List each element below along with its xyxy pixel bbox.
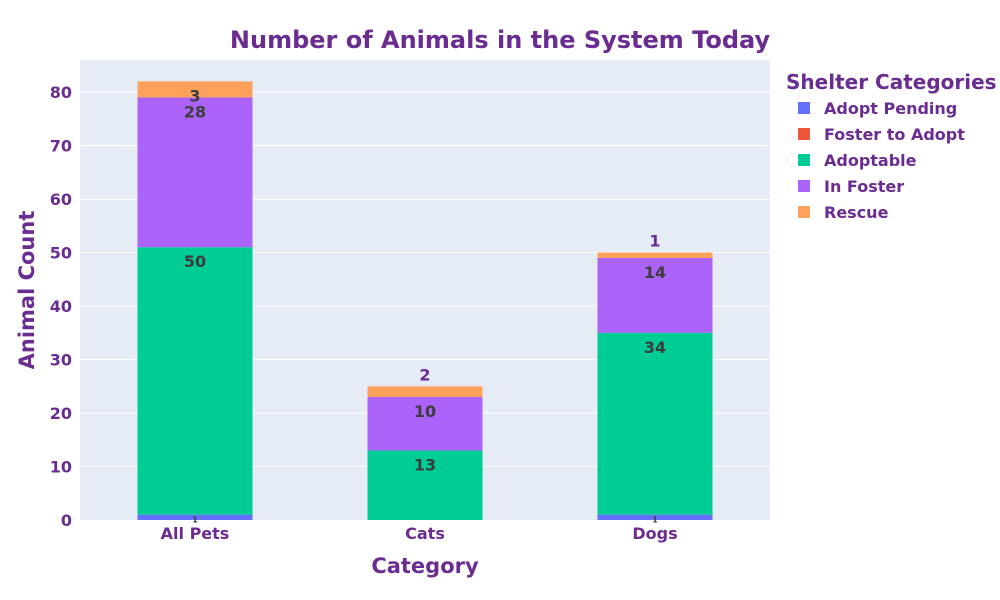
data-label: 14	[644, 263, 666, 282]
data-label: 3	[189, 86, 200, 105]
legend-item-label[interactable]: Foster to Adopt	[824, 125, 965, 144]
legend-item-label[interactable]: Adopt Pending	[824, 99, 957, 118]
data-label: 13	[414, 455, 436, 474]
legend-item-label[interactable]: Rescue	[824, 203, 889, 222]
x-tick-labels: All Pets Cats Dogs	[161, 524, 678, 543]
x-tick-label: All Pets	[161, 524, 230, 543]
legend-swatch[interactable]	[798, 206, 810, 218]
bar-segment	[597, 514, 713, 520]
legend-swatch[interactable]	[798, 102, 810, 114]
legend: Shelter Categories Adopt Pending Foster t…	[786, 70, 997, 222]
y-tick-label: 20	[50, 404, 72, 423]
data-label: 1	[649, 232, 660, 251]
bar-segment	[137, 247, 253, 515]
bar-segment	[597, 257, 713, 333]
bar-segment	[137, 514, 253, 520]
y-tick-label: 10	[50, 458, 72, 477]
y-tick-label: 0	[61, 511, 72, 530]
data-label: 1	[652, 516, 658, 525]
bars	[137, 81, 713, 520]
x-tick-label: Cats	[405, 524, 445, 543]
bar-segment	[367, 386, 483, 397]
y-tick-label: 70	[50, 137, 72, 156]
y-tick-label: 60	[50, 190, 72, 209]
bar-segment	[137, 81, 253, 98]
bar-segment	[367, 450, 483, 520]
legend-item-label[interactable]: Adoptable	[824, 151, 917, 170]
bar-segment	[597, 332, 713, 515]
x-tick-label: Dogs	[632, 524, 677, 543]
y-tick-label: 80	[50, 83, 72, 102]
bar-segment	[597, 252, 713, 258]
legend-swatch[interactable]	[798, 180, 810, 192]
data-label: 10	[414, 402, 436, 421]
data-label: 50	[184, 252, 206, 271]
legend-swatch[interactable]	[798, 128, 810, 140]
bar-segment	[137, 97, 253, 248]
x-axis-title: Category	[371, 554, 479, 578]
legend-title: Shelter Categories	[786, 70, 997, 94]
y-tick-label: 50	[50, 244, 72, 263]
y-axis-title: Animal Count	[15, 211, 39, 370]
legend-swatch[interactable]	[798, 154, 810, 166]
chart-title: Number of Animals in the System Today	[230, 26, 771, 54]
data-label: 34	[644, 338, 666, 357]
data-label: 28	[184, 102, 206, 121]
y-tick-labels: 0 10 20 30 40 50 60 70 80	[50, 83, 72, 530]
data-label: 1	[192, 516, 198, 525]
y-tick-label: 30	[50, 351, 72, 370]
data-labels: 1 50 283 13 10 2 1 34 14 1	[184, 86, 666, 524]
y-tick-label: 40	[50, 297, 72, 316]
data-label: 2	[419, 365, 430, 384]
bar-segment	[367, 396, 483, 451]
legend-item-label[interactable]: In Foster	[824, 177, 904, 196]
